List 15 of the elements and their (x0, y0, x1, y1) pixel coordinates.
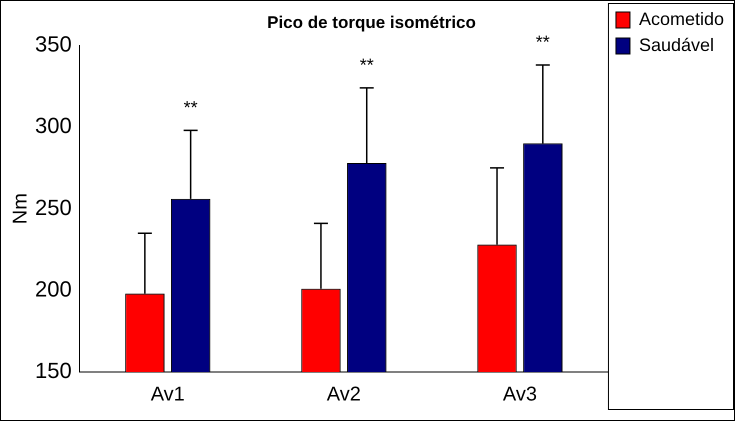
y-tick-label: 150 (34, 358, 72, 384)
y-tick-label: 350 (34, 31, 72, 56)
annotation: ** (536, 32, 550, 52)
x-tick-label: Av2 (326, 384, 361, 406)
annotation: ** (184, 97, 198, 118)
x-tick-label: Av3 (502, 384, 537, 406)
y-tick-label: 300 (34, 113, 72, 138)
y-axis-title: Nm (10, 193, 32, 224)
chart-title: Pico de torque isométrico (267, 12, 476, 32)
legend-label: Saudável (638, 34, 714, 55)
y-tick-label: 200 (34, 276, 72, 302)
annotation: ** (360, 54, 374, 75)
y-tick-label: 250 (34, 194, 72, 220)
x-tick-label: Av1 (150, 384, 185, 406)
legend-label: Acometido (638, 8, 724, 29)
